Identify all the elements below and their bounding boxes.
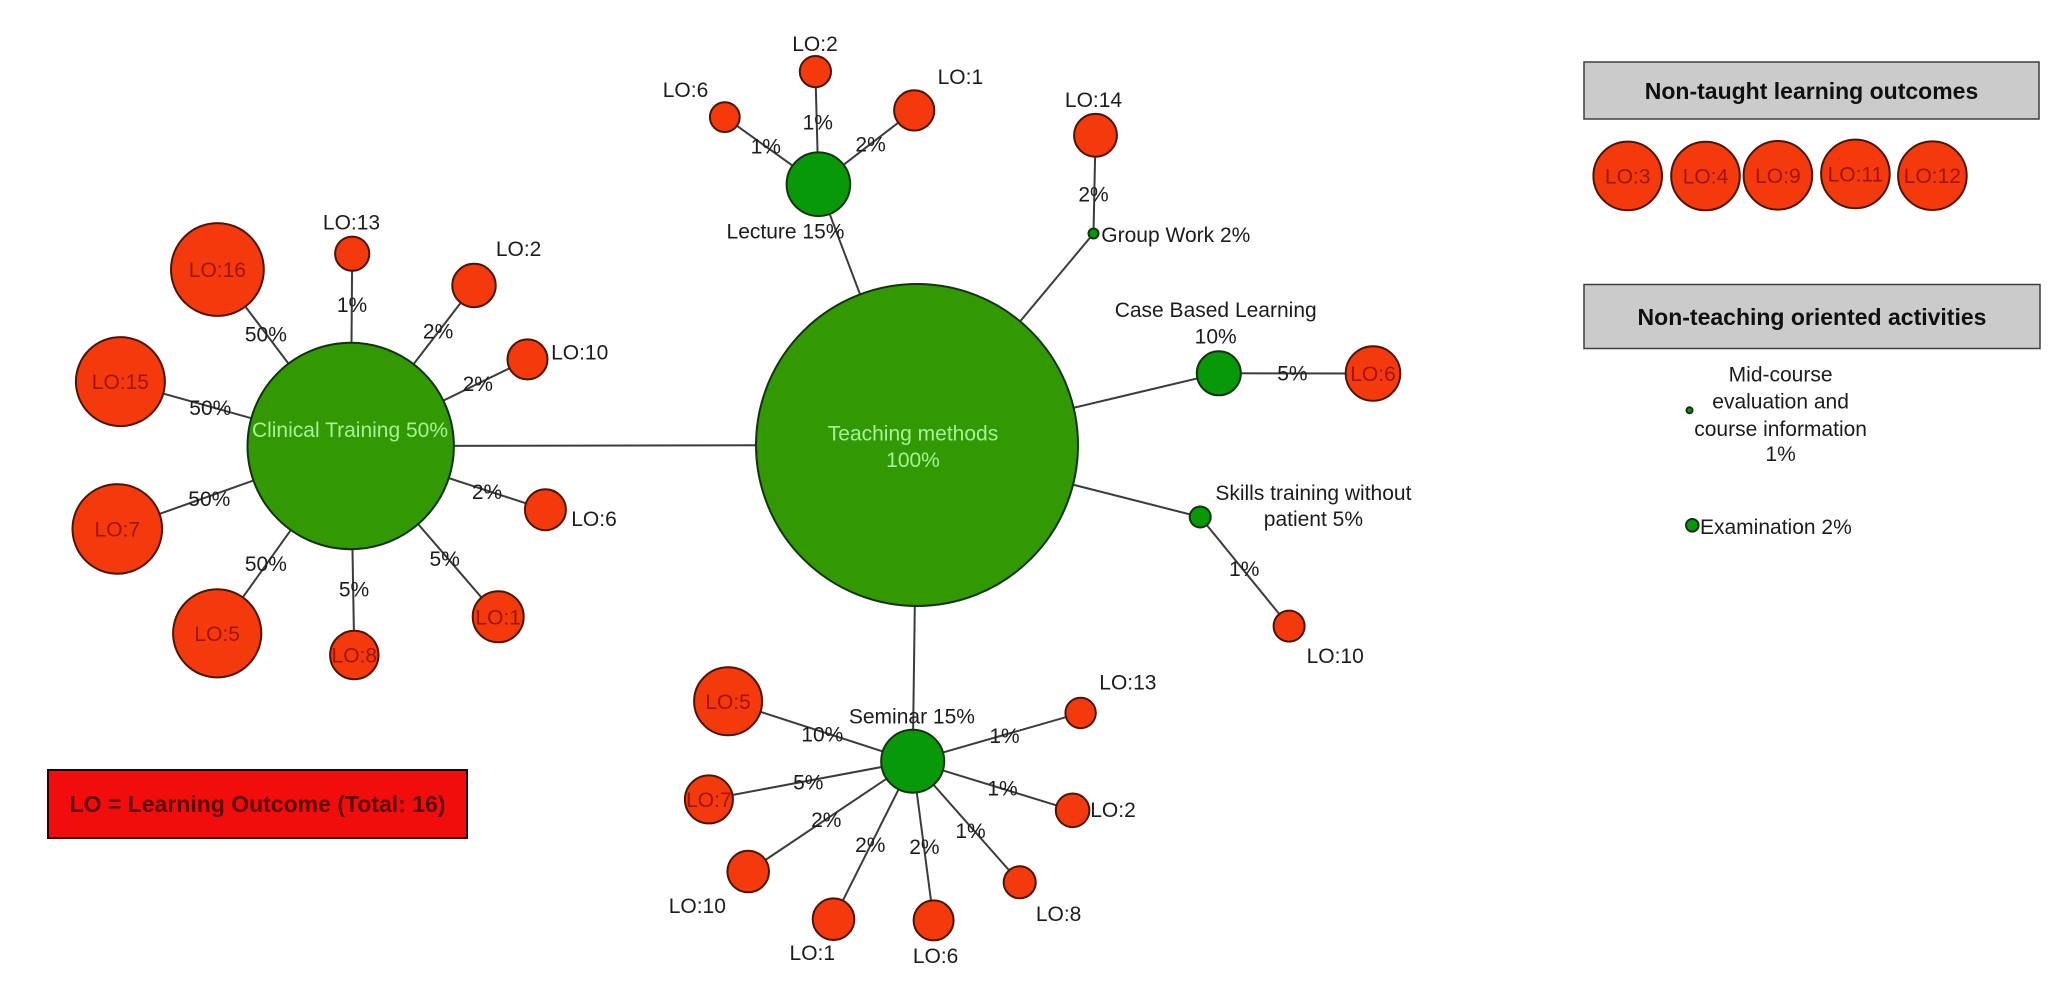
- svg-text:evaluation and: evaluation and: [1712, 391, 1849, 414]
- svg-text:1%: 1%: [337, 294, 367, 317]
- svg-text:Seminar 15%: Seminar 15%: [849, 706, 975, 729]
- svg-text:1%: 1%: [1229, 558, 1259, 581]
- svg-text:1%: 1%: [989, 725, 1019, 748]
- svg-text:LO:2: LO:2: [496, 238, 542, 261]
- svg-text:LO:6: LO:6: [1350, 363, 1396, 386]
- svg-text:LO:16: LO:16: [189, 259, 246, 282]
- svg-text:LO:1: LO:1: [938, 66, 984, 89]
- svg-text:2%: 2%: [811, 809, 841, 832]
- svg-text:LO:8: LO:8: [1036, 903, 1082, 926]
- svg-text:Group Work 2%: Group Work 2%: [1101, 224, 1250, 247]
- svg-text:LO:9: LO:9: [1755, 165, 1801, 188]
- svg-text:LO:5: LO:5: [194, 623, 240, 646]
- svg-text:1%: 1%: [751, 135, 781, 158]
- svg-text:Non-teaching oriented activiti: Non-teaching oriented activities: [1638, 304, 1987, 330]
- svg-text:LO:13: LO:13: [1099, 672, 1156, 695]
- svg-text:Case Based Learning: Case Based Learning: [1115, 299, 1317, 322]
- svg-text:2%: 2%: [423, 321, 453, 344]
- svg-text:Skills training without: Skills training without: [1215, 482, 1411, 505]
- svg-text:LO:10: LO:10: [1307, 645, 1364, 668]
- svg-text:1%: 1%: [803, 111, 833, 134]
- svg-text:LO:10: LO:10: [669, 895, 726, 918]
- svg-text:LO:8: LO:8: [332, 645, 378, 668]
- svg-text:Non-taught learning outcomes: Non-taught learning outcomes: [1645, 78, 1979, 104]
- svg-text:course information: course information: [1694, 418, 1867, 441]
- svg-text:patient 5%: patient 5%: [1264, 508, 1363, 531]
- svg-text:2%: 2%: [909, 836, 939, 859]
- svg-text:50%: 50%: [189, 397, 231, 420]
- svg-text:2%: 2%: [1078, 184, 1108, 207]
- svg-text:10%: 10%: [801, 724, 843, 747]
- svg-text:LO:1: LO:1: [790, 942, 836, 965]
- svg-text:LO:2: LO:2: [1090, 799, 1136, 822]
- svg-text:1%: 1%: [955, 820, 985, 843]
- svg-text:10%: 10%: [1195, 325, 1237, 348]
- svg-text:1%: 1%: [987, 778, 1017, 801]
- svg-text:Examination 2%: Examination 2%: [1700, 516, 1852, 539]
- svg-text:LO:7: LO:7: [95, 518, 141, 541]
- svg-text:LO:4: LO:4: [1683, 166, 1729, 189]
- svg-text:LO:6: LO:6: [913, 945, 959, 968]
- svg-text:LO:13: LO:13: [323, 212, 380, 235]
- svg-text:50%: 50%: [245, 553, 287, 576]
- svg-text:LO:10: LO:10: [551, 342, 608, 365]
- svg-text:LO = Learning Outcome (Total:: LO = Learning Outcome (Total: 16): [70, 791, 446, 817]
- svg-text:LO:15: LO:15: [92, 371, 149, 394]
- svg-text:Lecture 15%: Lecture 15%: [727, 221, 845, 244]
- svg-text:LO:6: LO:6: [663, 79, 709, 102]
- svg-text:LO:3: LO:3: [1605, 165, 1651, 188]
- svg-text:LO:14: LO:14: [1065, 89, 1123, 112]
- svg-text:1%: 1%: [1765, 443, 1795, 466]
- svg-text:LO:5: LO:5: [705, 691, 751, 714]
- svg-text:5%: 5%: [793, 772, 823, 795]
- svg-text:Mid-course: Mid-course: [1729, 363, 1833, 386]
- svg-text:LO:7: LO:7: [686, 789, 732, 812]
- svg-text:LO:11: LO:11: [1828, 163, 1884, 186]
- svg-text:100%: 100%: [886, 449, 940, 472]
- svg-text:5%: 5%: [1277, 363, 1307, 386]
- svg-text:Teaching methods: Teaching methods: [828, 422, 998, 445]
- svg-text:2%: 2%: [463, 373, 493, 396]
- svg-text:5%: 5%: [339, 579, 369, 602]
- svg-text:2%: 2%: [855, 834, 885, 857]
- svg-text:50%: 50%: [245, 324, 287, 347]
- svg-text:2%: 2%: [472, 481, 502, 504]
- svg-text:LO:6: LO:6: [571, 508, 617, 531]
- svg-text:LO:12: LO:12: [1904, 165, 1961, 188]
- svg-text:LO:1: LO:1: [475, 606, 521, 629]
- svg-text:Clinical Training 50%: Clinical Training 50%: [252, 419, 448, 442]
- svg-text:LO:2: LO:2: [792, 33, 838, 56]
- svg-text:50%: 50%: [188, 488, 230, 511]
- svg-text:2%: 2%: [855, 134, 885, 157]
- svg-text:5%: 5%: [430, 548, 460, 571]
